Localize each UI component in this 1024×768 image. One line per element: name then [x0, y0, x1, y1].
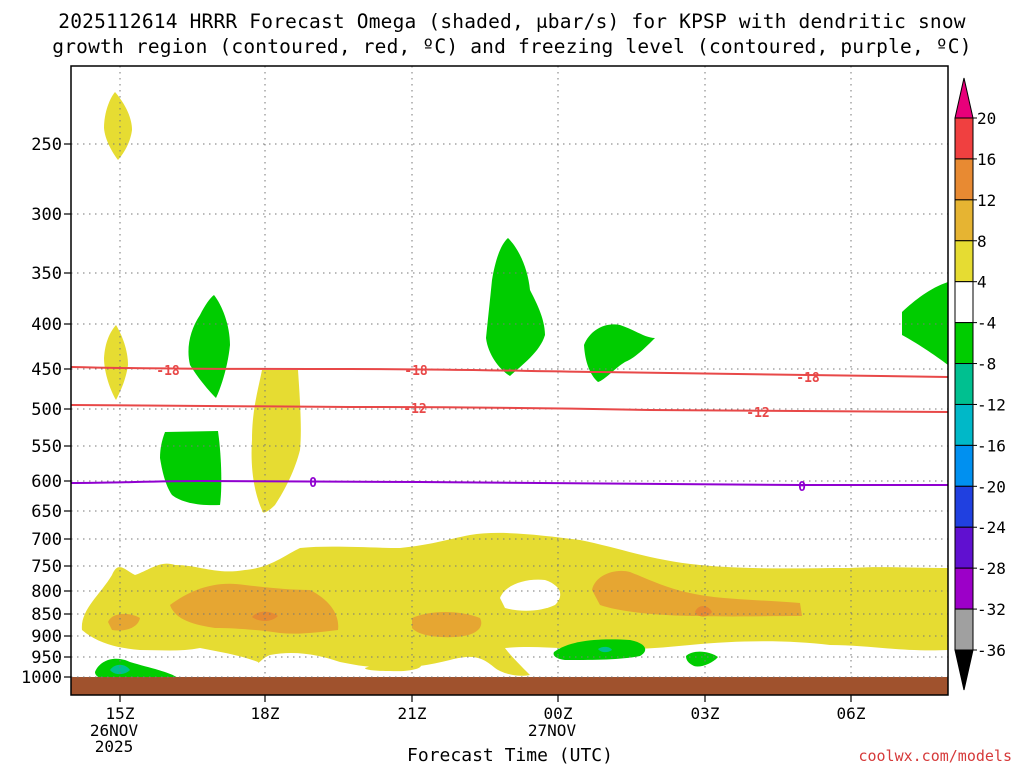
y-tick-label: 850 [31, 605, 62, 625]
contour-minus12 [70, 404, 949, 413]
cyan-low-spot [110, 664, 130, 675]
orange-patch-tiny [108, 613, 140, 631]
green-low-blob-1 [95, 658, 178, 678]
contours [70, 366, 949, 487]
x-tick-label: 21Z [398, 704, 427, 723]
x-tick-label: 03Z [691, 704, 720, 723]
ground-strip [71, 677, 948, 695]
colorbar-label: 8 [977, 232, 987, 251]
green-blob-5 [902, 282, 948, 365]
x-tick-sublabel: 26NOV [90, 721, 139, 740]
colorbar-label: -20 [977, 477, 1006, 496]
y-tick-label: 1000 [21, 668, 62, 688]
y-tick-label: 250 [31, 135, 62, 155]
colorbar-label: -12 [977, 395, 1006, 414]
orange-patch-mid [412, 612, 482, 638]
green-blob-2 [160, 431, 222, 506]
green-low-blob-3 [686, 651, 718, 667]
y-tick-label: 400 [31, 315, 62, 335]
colorbar-label: -16 [977, 436, 1006, 455]
contour-label: -12 [746, 406, 769, 421]
colorbar-label: -36 [977, 641, 1006, 660]
chart-title-line2: growth region (contoured, red, ºC) and f… [52, 35, 972, 58]
y-axis: 2503003504004505005506006507007508008509… [21, 135, 71, 688]
colorbar-label: -4 [977, 314, 996, 333]
y-tick-label: 600 [31, 472, 62, 492]
colorbar-segment [954, 322, 974, 365]
y-tick-label: 700 [31, 530, 62, 550]
contour-label: -18 [404, 364, 428, 379]
y-tick-label: 550 [31, 437, 62, 457]
colorbar-segment [954, 363, 974, 405]
colorbar-segment [954, 444, 974, 487]
y-tick-label: 650 [31, 502, 62, 522]
y-tick-label: 750 [31, 557, 62, 577]
colorbar-label: 16 [977, 150, 996, 169]
yellow-mid-blob [104, 325, 128, 400]
x-tick-label: 18Z [251, 704, 280, 723]
colorbar-label: -28 [977, 559, 1006, 578]
contour-labels: -18 -18 -18 -12 -12 0 0 [156, 364, 820, 495]
x-tick-label: 00Z [544, 704, 573, 723]
contour-label: 0 [309, 476, 317, 491]
colorbar-segment [954, 567, 974, 610]
x-axis-label: Forecast Time (UTC) [407, 745, 613, 766]
y-tick-label: 450 [31, 360, 62, 380]
yellow-upper-blob [104, 92, 132, 160]
y-tick-label: 300 [31, 205, 62, 225]
credit-link[interactable]: coolwx.com/models [858, 747, 1012, 765]
colorbar-segment [954, 526, 974, 569]
colorbar-label: 20 [977, 109, 996, 128]
green-blob-4 [584, 324, 655, 382]
x-tick-sublabel: 27NOV [528, 721, 577, 740]
y-tick-label: 950 [31, 648, 62, 668]
cyan-low-spot-2 [598, 646, 612, 653]
contour-freezing [70, 479, 948, 487]
colorbar-label: -8 [977, 355, 996, 374]
colorbar-bottom-arrow [954, 649, 974, 691]
green-blob-3 [486, 238, 545, 376]
chart-title-line1: 2025112614 HRRR Forecast Omega (shaded, … [58, 10, 966, 33]
yellow-mid-plume [251, 370, 301, 513]
colorbar-segment [954, 485, 974, 528]
contour-label: -18 [156, 364, 180, 379]
yellow-low-blob [365, 661, 421, 672]
contour-label: -18 [796, 371, 820, 386]
x-tick-label: 15Z [106, 704, 135, 723]
y-tick-label: 500 [31, 400, 62, 420]
colorbar-label: 4 [977, 273, 987, 292]
x-tick-label: 06Z [837, 704, 866, 723]
y-tick-label: 800 [31, 582, 62, 602]
colorbar-segment [954, 158, 974, 201]
colorbar-label: -32 [977, 600, 1006, 619]
x-tick-sublabel: 2025 [95, 737, 134, 756]
orange-patch-right [592, 570, 802, 617]
green-blob-1 [188, 295, 230, 398]
colorbar-segment [954, 199, 974, 242]
orange-patch-left [170, 583, 339, 634]
contour-minus18 [70, 366, 949, 378]
colorbar-segment [954, 117, 974, 160]
y-tick-label: 350 [31, 264, 62, 284]
colorbar-label: -24 [977, 518, 1006, 537]
contour-label: -12 [403, 402, 426, 417]
white-gap [500, 579, 561, 611]
omega-shading [81, 92, 949, 678]
colorbar: 20 16 12 8 4 -4 -8 -12 -16 -20 -24 -28 -32 -36 [954, 77, 1006, 691]
colorbar-segment [954, 403, 974, 446]
colorbar-segment [954, 240, 974, 283]
gridlines [71, 66, 948, 678]
colorbar-top-arrow [954, 77, 974, 119]
colorbar-label: 12 [977, 191, 996, 210]
contour-label: 0 [798, 480, 806, 495]
colorbar-segment [954, 281, 974, 324]
y-tick-label: 900 [31, 627, 62, 647]
plot-frame [70, 65, 949, 696]
colorbar-segment [954, 608, 974, 651]
